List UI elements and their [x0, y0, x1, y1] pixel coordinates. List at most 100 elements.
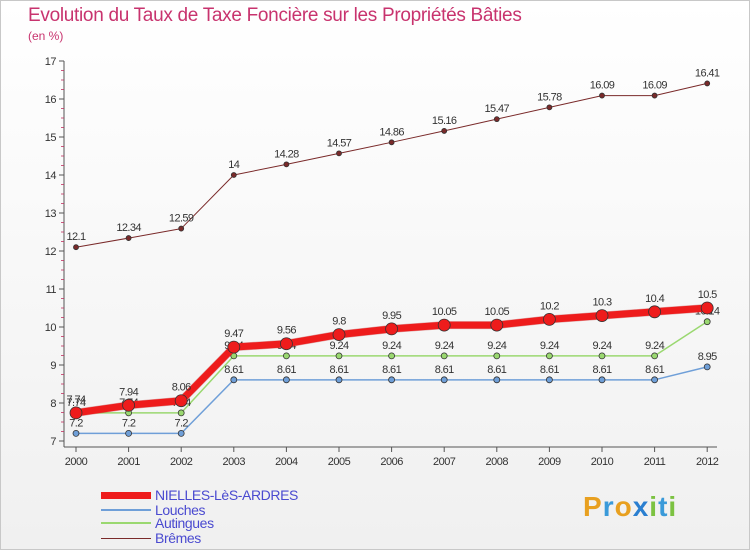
data-point — [598, 352, 606, 360]
data-label: 7.2 — [174, 417, 188, 429]
data-point — [437, 318, 451, 332]
data-point — [599, 92, 605, 99]
y-tick-label: 12 — [45, 246, 57, 258]
logo-letter: i — [668, 491, 678, 522]
data-label: 9.24 — [540, 340, 559, 352]
x-tick-label: 2001 — [117, 456, 140, 468]
data-point — [336, 150, 342, 157]
x-tick-label: 2012 — [696, 456, 719, 468]
data-label: 9.8 — [332, 316, 346, 328]
data-point — [546, 104, 553, 111]
data-point — [332, 328, 346, 342]
data-point — [177, 429, 185, 437]
x-tick-label: 2004 — [275, 456, 298, 468]
data-point — [595, 309, 609, 323]
data-point — [385, 322, 399, 336]
logo-letter: o — [614, 491, 633, 522]
legend-swatch — [101, 491, 151, 499]
data-point — [704, 80, 711, 87]
y-tick-label: 8 — [50, 398, 56, 410]
data-label: 8.61 — [592, 364, 611, 376]
data-point — [651, 376, 658, 384]
x-tick-label: 2007 — [433, 456, 456, 468]
proxiti-logo: Proxiti — [583, 491, 677, 523]
data-label: 9.24 — [487, 340, 506, 352]
data-label: 8.61 — [540, 364, 559, 376]
data-label: 8.61 — [645, 364, 664, 376]
data-point — [546, 376, 553, 384]
data-label: 7.74 — [66, 394, 85, 406]
data-point — [388, 139, 395, 146]
data-label: 9.24 — [645, 340, 664, 352]
data-point — [335, 376, 343, 384]
data-point — [651, 92, 658, 99]
data-point — [72, 429, 80, 437]
data-label: 7.2 — [69, 417, 83, 429]
legend-label: Louches — [155, 502, 206, 518]
x-tick-label: 2011 — [644, 456, 666, 468]
data-point — [440, 352, 448, 360]
legend-label: NIELLES-LèS-ARDRES — [155, 487, 298, 503]
data-point — [178, 225, 185, 232]
legend-swatch — [101, 522, 151, 524]
data-point — [651, 352, 658, 360]
data-point — [227, 340, 241, 354]
data-label: 9.24 — [592, 340, 611, 352]
y-tick-label: 11 — [46, 284, 57, 296]
legend-label: Brêmes — [155, 530, 201, 546]
data-point — [493, 116, 500, 123]
data-point — [282, 376, 290, 384]
data-label: 8.06 — [172, 382, 191, 394]
data-point — [230, 172, 237, 178]
y-tick-label: 15 — [45, 132, 57, 144]
logo-letter: r — [602, 491, 615, 522]
data-point — [493, 376, 501, 384]
data-label: 9.24 — [382, 340, 401, 352]
y-tick-label: 7 — [50, 436, 56, 448]
data-point — [230, 376, 238, 384]
data-point — [700, 301, 714, 315]
data-label: 8.95 — [698, 351, 717, 363]
data-point — [174, 394, 188, 408]
logo-letter: P — [583, 491, 603, 522]
data-label: 10.05 — [485, 306, 510, 318]
data-label: 12.59 — [169, 213, 194, 225]
data-point — [703, 318, 711, 326]
logo-letter: i — [649, 491, 659, 522]
data-label: 7.94 — [119, 386, 138, 398]
data-point — [546, 352, 553, 360]
data-label: 9.56 — [277, 325, 296, 337]
data-point — [703, 363, 711, 371]
data-point — [125, 235, 132, 241]
y-tick-label: 16 — [45, 94, 57, 106]
data-label: 15.47 — [485, 103, 510, 115]
y-tick-label: 17 — [45, 56, 57, 68]
data-label: 14.57 — [327, 137, 352, 149]
y-tick-label: 9 — [50, 360, 56, 372]
data-label: 8.61 — [382, 364, 401, 376]
data-label: 9.47 — [224, 328, 243, 340]
data-label: 15.78 — [537, 91, 562, 103]
x-tick-label: 2005 — [328, 456, 351, 468]
x-tick-label: 2010 — [591, 456, 614, 468]
data-label: 16.09 — [590, 80, 615, 92]
data-point — [335, 352, 343, 360]
y-tick-label: 13 — [45, 208, 57, 220]
data-point — [648, 305, 661, 319]
data-label: 7.74 — [66, 397, 85, 409]
data-label: 10.3 — [592, 297, 611, 309]
data-label: 8.61 — [224, 364, 243, 376]
data-label: 8.61 — [435, 364, 454, 376]
data-label: 9.24 — [435, 340, 454, 352]
y-unit-label: (en %) — [28, 29, 64, 43]
data-point — [388, 352, 396, 360]
data-label: 12.1 — [66, 231, 85, 243]
legend-item-nielles: NIELLES-LèS-ARDRES — [101, 487, 298, 503]
legend-swatch — [101, 509, 151, 511]
data-label: 16.09 — [642, 80, 667, 92]
data-label: 8.61 — [487, 364, 506, 376]
y-tick-label: 14 — [45, 170, 57, 182]
data-label: 12.34 — [116, 222, 141, 234]
data-point — [279, 337, 293, 351]
